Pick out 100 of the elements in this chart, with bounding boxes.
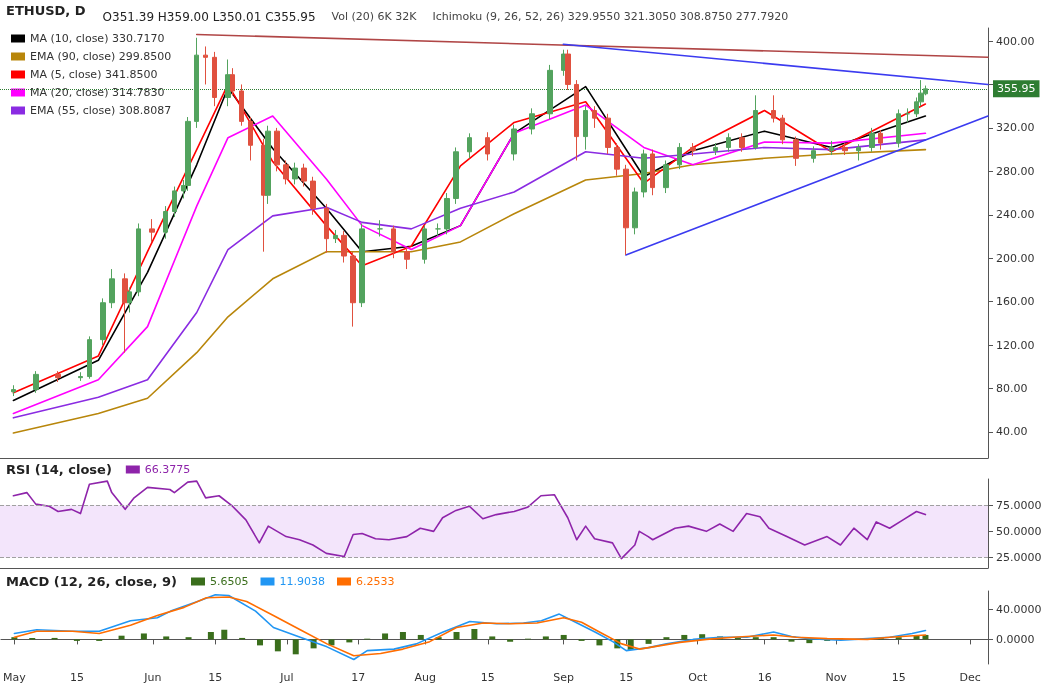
- legend-label: 6.2533: [355, 575, 395, 588]
- y-tick-label: 200.00: [996, 251, 1035, 265]
- candlestick: [632, 187, 638, 235]
- x-tick-label: May: [3, 671, 27, 684]
- candlestick: [677, 142, 682, 170]
- candlestick: [592, 105, 597, 129]
- candlestick: [485, 131, 490, 161]
- bar: [507, 639, 514, 642]
- candlestick: [583, 105, 588, 151]
- candlestick: [283, 159, 289, 185]
- candlestick: [565, 49, 571, 91]
- candlestick: [100, 297, 106, 346]
- candlestick: [87, 335, 92, 380]
- y-tick-label: 240.00: [996, 208, 1035, 222]
- bar: [163, 636, 170, 640]
- legend-label: MA (10, close) 330.7170: [30, 32, 165, 45]
- bar: [788, 639, 795, 642]
- bar: [346, 639, 353, 643]
- bar: [471, 628, 478, 640]
- legend-label: EMA (90, close) 299.8500: [30, 50, 172, 63]
- candlestick: [292, 162, 298, 185]
- candlestick: [163, 205, 168, 240]
- candlestick: [771, 94, 776, 123]
- candlestick: [377, 219, 383, 237]
- bar: [382, 633, 389, 640]
- candlestick: [333, 229, 338, 244]
- candlestick: [663, 159, 669, 194]
- candlestick: [341, 230, 347, 264]
- chart-title: MACD (12, 26, close, 9): [6, 574, 178, 589]
- candlestick: [842, 142, 848, 156]
- y-tick-label: 50.0000: [996, 524, 1042, 538]
- bar: [328, 639, 335, 646]
- x-tick-label: Aug: [414, 671, 436, 684]
- candlestick: [404, 246, 410, 270]
- candlestick: [605, 113, 611, 155]
- candlestick: [896, 108, 901, 148]
- x-tick-label: Nov: [825, 671, 848, 684]
- candlestick: [391, 225, 396, 259]
- candlestick: [212, 51, 217, 107]
- candlestick: [753, 94, 758, 151]
- candlestick: [444, 192, 450, 235]
- candlestick: [172, 186, 177, 218]
- bar: [770, 637, 777, 640]
- candlestick: [623, 164, 629, 256]
- bar: [542, 636, 549, 640]
- legend-label: EMA (55, close) 308.8087: [30, 104, 172, 117]
- candlestick: [78, 371, 83, 382]
- bar: [221, 629, 228, 640]
- ref-line-label: 355.95: [997, 82, 1036, 96]
- bar: [453, 631, 460, 640]
- candlestick: [435, 222, 441, 237]
- y-tick-label: 0.0000: [996, 632, 1035, 646]
- candlestick: [780, 114, 785, 145]
- y-tick-label: 320.00: [996, 121, 1035, 135]
- candlestick: [149, 218, 155, 243]
- candlestick: [127, 287, 132, 313]
- candlestick: [641, 149, 647, 198]
- text: Vol (20) 6K 32K: [331, 10, 418, 23]
- candlestick: [739, 132, 745, 153]
- candlestick: [122, 272, 128, 354]
- x-tick-label: 15: [69, 671, 84, 684]
- candlestick: [614, 142, 620, 177]
- candlestick: [856, 143, 861, 161]
- bar: [292, 639, 299, 655]
- candlestick: [55, 370, 61, 383]
- candlestick: [301, 163, 307, 188]
- chart-title: RSI (14, close): [6, 462, 112, 477]
- x-tick-label: Sep: [553, 671, 575, 684]
- candlestick: [869, 127, 875, 153]
- y-tick-label: 40.00: [996, 425, 1028, 439]
- candlestick: [829, 140, 834, 156]
- bar: [207, 631, 214, 640]
- bar: [645, 639, 652, 644]
- candlestick: [203, 45, 208, 85]
- y-tick-label: 160.00: [996, 295, 1035, 309]
- y-tick-label: 75.0000: [996, 498, 1042, 512]
- candlestick: [650, 149, 655, 196]
- candlestick: [726, 132, 731, 153]
- y-tick-label: 40.0000: [996, 603, 1042, 617]
- y-tick-label: 120.00: [996, 338, 1035, 352]
- x-tick-label: 17: [351, 671, 366, 684]
- candlestick: [547, 64, 553, 120]
- chart-title: ETHUSD, D: [6, 3, 86, 18]
- candlestick: [194, 37, 199, 129]
- candlestick: [248, 116, 253, 161]
- candlestick: [324, 203, 329, 254]
- candlestick: [690, 142, 696, 157]
- candlestick: [33, 370, 39, 394]
- candlestick: [11, 384, 16, 397]
- candlestick: [811, 145, 816, 164]
- candlestick: [511, 124, 517, 161]
- candlestick: [310, 176, 316, 216]
- legend-label: 11.9038: [279, 575, 325, 588]
- candlestick: [574, 79, 579, 161]
- x-tick-label: Dec: [959, 671, 981, 684]
- bar: [140, 633, 147, 640]
- bar: [399, 631, 406, 640]
- candlestick: [230, 67, 235, 96]
- bar: [257, 639, 264, 646]
- candlestick: [878, 129, 883, 151]
